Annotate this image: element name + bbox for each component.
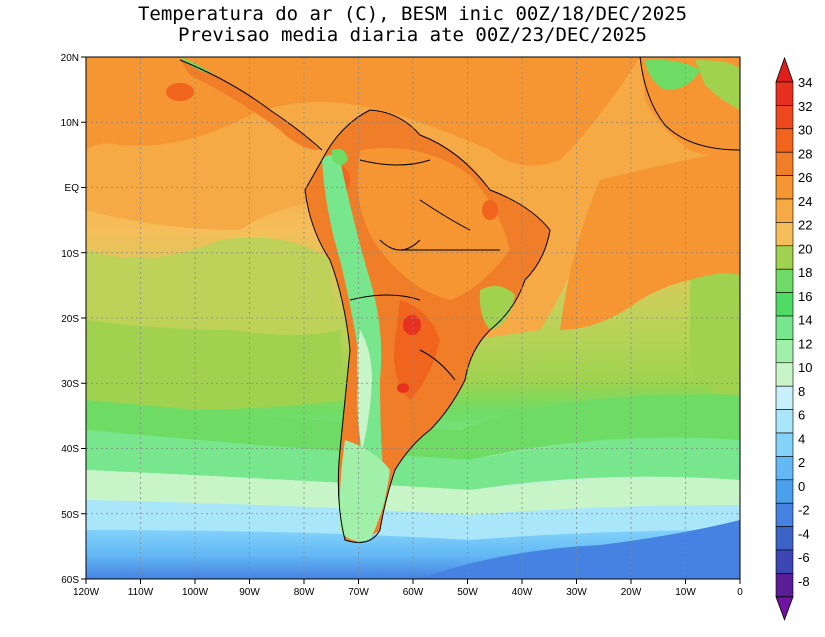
lon-label: 40W: [512, 587, 533, 598]
lon-label: 120W: [73, 587, 100, 598]
colorbar-label: 32: [798, 99, 812, 114]
colorbar-label: 16: [798, 289, 812, 304]
coastlines: [179, 57, 740, 543]
colorbar-swatch: [775, 409, 794, 434]
axis-ticks: [81, 56, 741, 584]
colorbar-label: 26: [798, 170, 812, 185]
colorbar-label: 4: [798, 431, 805, 446]
latitude-labels: 20N 10N EQ 10S 20S 30S 40S 50S 60S: [61, 53, 80, 586]
lon-label: 110W: [128, 587, 154, 598]
lon-label: 0: [737, 587, 743, 598]
colorbar-label: 2: [798, 455, 805, 470]
longitude-labels: 120W 110W 100W 90W 80W 70W 60W 50W 40W 3…: [73, 587, 743, 598]
colorbar-swatch: [775, 385, 794, 410]
colorbar-swatch: [775, 502, 794, 527]
lat-label: 10S: [61, 249, 79, 260]
colorbar-swatch: [775, 198, 794, 223]
colorbar-label: -2: [798, 503, 810, 518]
lon-label: 100W: [182, 587, 209, 598]
lat-label: 20N: [61, 53, 79, 64]
lon-label: 70W: [348, 587, 369, 598]
colorbar-label: 18: [798, 265, 812, 280]
colorbar-label: 10: [798, 360, 812, 375]
colorbar-label: 34: [798, 75, 812, 90]
lon-label: 10W: [675, 587, 696, 598]
colorbar-swatch: [775, 479, 794, 504]
colorbar-label: 12: [798, 336, 812, 351]
colorbar-label: -6: [798, 550, 810, 565]
colorbar-swatch: [775, 268, 794, 293]
lat-label: 20S: [61, 314, 79, 325]
lat-label: 40S: [61, 444, 79, 455]
colorbar-label: 20: [798, 241, 812, 256]
map-title-line-2: Previsao media diaria ate 00Z/23/DEC/202…: [178, 24, 647, 46]
colorbar-swatch: [775, 573, 794, 598]
colorbar-swatch: [775, 245, 794, 270]
colorbar-swatch: [775, 362, 794, 387]
lon-label: 50W: [457, 587, 478, 598]
colorbar-label: 28: [798, 146, 812, 161]
lon-label: 20W: [621, 587, 642, 598]
colorbar-swatch: [775, 151, 794, 176]
colorbar-label: 30: [798, 123, 812, 138]
lat-label: EQ: [65, 183, 80, 194]
colorbar-swatch: [775, 175, 794, 200]
colorbar-swatch: [775, 292, 794, 317]
colorbar-label: 8: [798, 384, 805, 399]
colorbar-label: 24: [798, 194, 812, 209]
colorbar-swatch: [775, 526, 794, 551]
lat-label: 60S: [61, 575, 79, 586]
colorbar-swatch: [775, 339, 794, 364]
graticule: [86, 57, 740, 579]
lon-label: 80W: [294, 587, 315, 598]
colorbar-swatch: [775, 549, 794, 574]
colorbar-swatch: [775, 432, 794, 457]
colorbar-swatch: [775, 222, 794, 247]
colorbar-top-arrow: [775, 56, 794, 83]
map-title-line-1: Temperatura do ar (C), BESM inic 00Z/18/…: [137, 3, 688, 25]
lat-label: 10N: [61, 118, 79, 129]
colorbar-label: 22: [798, 218, 812, 233]
colorbar-swatch: [775, 315, 794, 340]
colorbar-label: -4: [798, 526, 810, 541]
lat-label: 50S: [61, 510, 79, 521]
colorbar-label: 0: [798, 479, 805, 494]
colorbar-swatch: [775, 81, 794, 106]
colorbar-label: -8: [798, 574, 810, 589]
colorbar-swatch: [775, 456, 794, 481]
colorbar-bottom-arrow: [775, 596, 794, 621]
colorbar-swatch: [775, 128, 794, 153]
lon-label: 30W: [566, 587, 587, 598]
lat-label: 30S: [61, 379, 79, 390]
colorbar-label: 6: [798, 408, 805, 423]
lon-label: 60W: [403, 587, 424, 598]
colorbar-label: 14: [798, 313, 812, 328]
colorbar-swatch: [775, 105, 794, 130]
lon-label: 90W: [239, 587, 260, 598]
andes-cool-strip: [322, 155, 385, 540]
